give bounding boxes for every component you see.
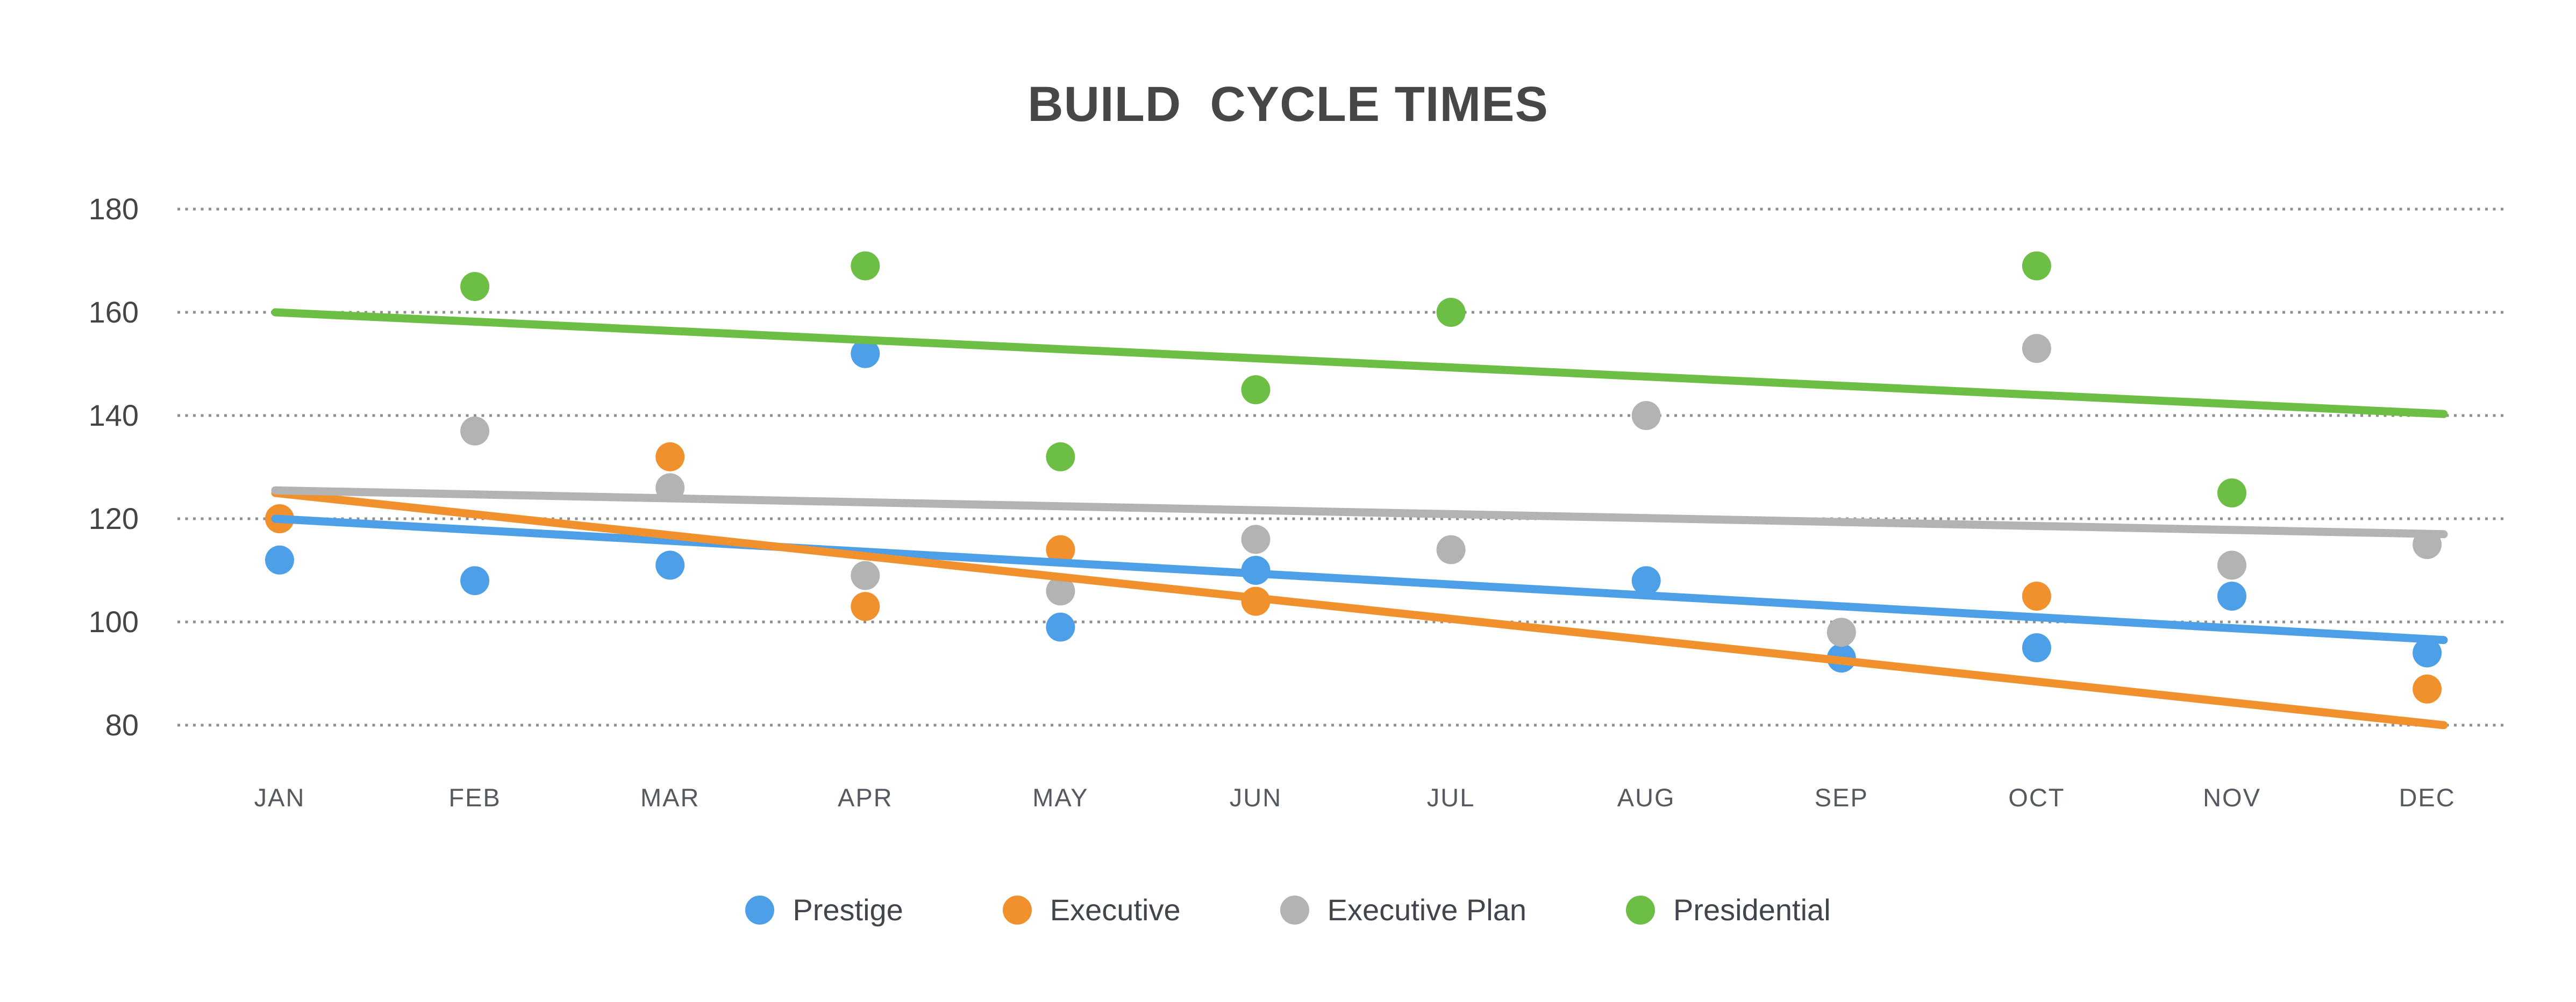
legend-item-executive-plan[interactable]: Executive Plan xyxy=(1280,892,1526,927)
legend-swatch-prestige xyxy=(745,895,775,925)
y-tick-label-160: 160 xyxy=(89,295,139,329)
x-tick-label-mar: MAR xyxy=(640,783,700,812)
point-presidential-may[interactable] xyxy=(1046,442,1075,471)
legend-swatch-executive-plan xyxy=(1280,895,1309,925)
point-executive-plan-aug[interactable] xyxy=(1631,401,1661,430)
legend-item-executive[interactable]: Executive xyxy=(1002,892,1181,927)
point-presidential-nov[interactable] xyxy=(2217,478,2246,507)
point-executive-dec[interactable] xyxy=(2413,674,2442,704)
point-executive-oct[interactable] xyxy=(2022,582,2051,611)
point-presidential-jun[interactable] xyxy=(1241,375,1271,404)
x-tick-label-may: MAY xyxy=(1032,783,1088,812)
point-prestige-dec[interactable] xyxy=(2413,638,2442,668)
point-executive-plan-apr[interactable] xyxy=(851,561,880,590)
point-prestige-feb[interactable] xyxy=(460,566,490,596)
x-tick-label-jun: JUN xyxy=(1230,783,1282,812)
y-tick-label-100: 100 xyxy=(89,605,139,639)
trendline-executive-plan xyxy=(271,486,2448,539)
x-tick-label-dec: DEC xyxy=(2399,783,2455,812)
point-prestige-nov[interactable] xyxy=(2217,582,2246,611)
x-tick-label-aug: AUG xyxy=(1617,783,1675,812)
point-presidential-apr[interactable] xyxy=(851,251,880,281)
legend-item-presidential[interactable]: Presidential xyxy=(1626,892,1831,927)
x-tick-label-sep: SEP xyxy=(1815,783,1868,812)
point-executive-plan-may[interactable] xyxy=(1046,576,1075,606)
point-executive-plan-jun[interactable] xyxy=(1241,525,1271,554)
legend-swatch-presidential xyxy=(1626,895,1656,925)
x-tick-label-feb: FEB xyxy=(448,783,501,812)
chart-legend: Prestige Executive Executive Plan President… xyxy=(0,892,2576,927)
point-executive-plan-oct[interactable] xyxy=(2022,334,2051,363)
legend-label-prestige: Prestige xyxy=(793,893,903,927)
point-executive-plan-jul[interactable] xyxy=(1436,535,1466,564)
y-tick-label-120: 120 xyxy=(89,502,139,535)
point-prestige-oct[interactable] xyxy=(2022,633,2051,662)
point-prestige-aug[interactable] xyxy=(1631,566,1661,596)
trendline-executive xyxy=(271,489,2448,729)
x-tick-label-jul: JUL xyxy=(1427,783,1475,812)
point-executive-plan-nov[interactable] xyxy=(2217,550,2246,580)
y-tick-label-180: 180 xyxy=(89,192,139,226)
x-tick-label-nov: NOV xyxy=(2203,783,2261,812)
point-prestige-jan[interactable] xyxy=(265,545,294,575)
trendline-presidential xyxy=(271,308,2448,418)
legend-label-presidential: Presidential xyxy=(1673,893,1831,927)
legend-item-prestige[interactable]: Prestige xyxy=(745,892,903,927)
x-tick-label-apr: APR xyxy=(838,783,893,812)
point-prestige-apr[interactable] xyxy=(851,339,880,368)
legend-label-executive-plan: Executive Plan xyxy=(1327,893,1527,927)
legend-swatch-executive xyxy=(1002,895,1032,925)
point-executive-plan-feb[interactable] xyxy=(460,416,490,446)
x-tick-label-oct: OCT xyxy=(2008,783,2065,812)
point-executive-mar[interactable] xyxy=(655,442,685,471)
legend-label-executive: Executive xyxy=(1050,893,1181,927)
y-tick-label-80: 80 xyxy=(105,708,139,742)
point-presidential-jul[interactable] xyxy=(1436,298,1466,327)
chart-title: BUILD CYCLE TIMES xyxy=(1027,77,1549,132)
x-tick-label-jan: JAN xyxy=(254,783,305,812)
point-presidential-feb[interactable] xyxy=(460,272,490,301)
y-tick-label-140: 140 xyxy=(89,398,139,432)
point-presidential-oct[interactable] xyxy=(2022,251,2051,281)
point-executive-plan-sep[interactable] xyxy=(1826,618,1856,647)
point-prestige-mar[interactable] xyxy=(655,550,685,580)
point-executive-may[interactable] xyxy=(1046,535,1075,564)
point-executive-apr[interactable] xyxy=(851,592,880,621)
trendline-prestige xyxy=(271,514,2448,645)
point-prestige-may[interactable] xyxy=(1046,612,1075,642)
